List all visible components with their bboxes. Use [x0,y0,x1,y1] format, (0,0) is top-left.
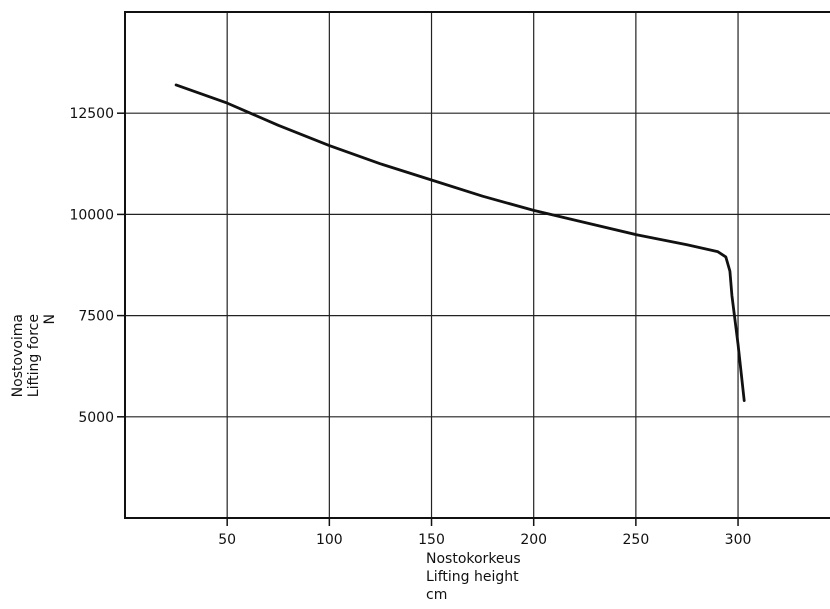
series [174,83,746,403]
x-tick-label: 150 [418,532,445,548]
axis-ticks: 50 100 150 200 250 300 5000 7500 10000 12500 [69,106,751,548]
x-axis-title-line2: Lifting height [426,569,519,585]
y-tick-label: 5000 [78,410,114,426]
x-tick-label: 50 [218,532,236,548]
plot-frame [124,11,830,519]
grid [125,12,830,518]
x-tick-label: 250 [623,532,650,548]
y-tick-label: 7500 [78,309,114,325]
y-axis-title-line2: Lifting force [26,314,42,397]
x-tick-label: 200 [520,532,547,548]
y-tick-label: 12500 [69,106,114,122]
y-axis-title-line1: Nostovoima [10,314,26,397]
y-axis-title-line3: N [42,314,58,324]
y-tick-label: 10000 [69,207,114,223]
x-axis-title-line3: cm [426,587,447,603]
series-line [174,83,746,403]
x-tick-label: 100 [316,532,343,548]
x-tick-label: 300 [725,532,752,548]
x-axis-title-line1: Nostokorkeus [426,551,521,567]
